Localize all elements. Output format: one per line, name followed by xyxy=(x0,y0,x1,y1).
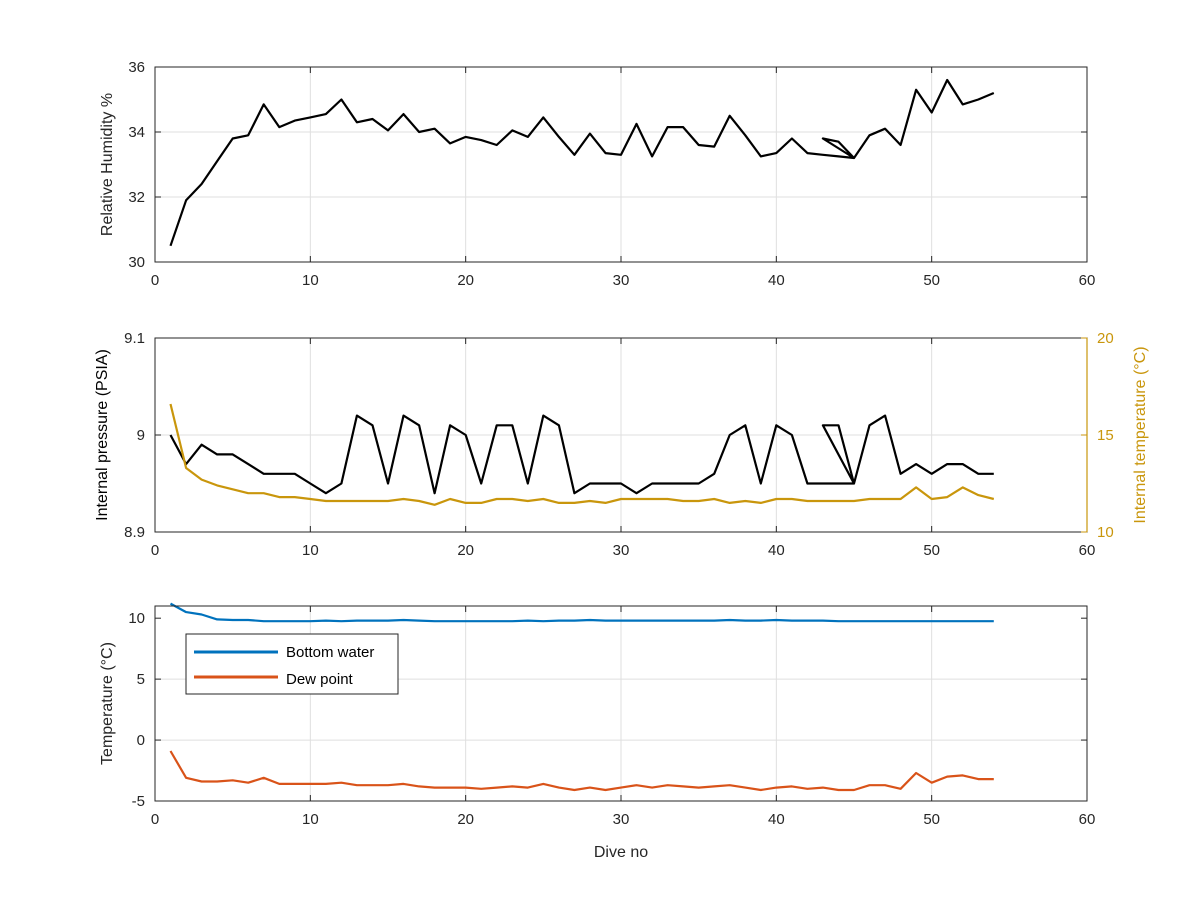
x-tick-label: 10 xyxy=(302,811,319,828)
chart-panel-2: 0 10 20 30 40 50 60 8.9 9 9.1 10 15 20 Internal tempe… xyxy=(94,330,1149,559)
y-tick-label: 10 xyxy=(128,610,145,627)
series-line-1 xyxy=(169,78,995,247)
y-tick-label: 34 xyxy=(128,124,145,141)
x-tick-label: 40 xyxy=(768,811,785,828)
x-tick-label: 30 xyxy=(613,811,630,828)
x-tick-label: 30 xyxy=(613,272,630,289)
x-tick-label: 60 xyxy=(1079,272,1096,289)
x-tick-label: 60 xyxy=(1079,542,1096,559)
chart-panel-1: 0 10 20 30 40 50 60 30 32 34 36 Relative Humidity % xyxy=(99,59,1095,289)
x-tick-label: 20 xyxy=(457,542,474,559)
x-tick-label: 10 xyxy=(302,542,319,559)
y-tick-label: 9.1 xyxy=(124,330,145,347)
y-axis-label: Internal pressure (PSIA) xyxy=(94,349,111,521)
x-tick-label: 0 xyxy=(151,542,159,559)
y2-tick-label: 10 xyxy=(1097,524,1114,541)
x-tick-label: 50 xyxy=(923,542,940,559)
x-tick-label: 40 xyxy=(768,272,785,289)
legend-label-dew-point: Dew point xyxy=(286,671,354,688)
x-tick-label: 40 xyxy=(768,542,785,559)
x-axis-label: Dive no xyxy=(594,844,648,861)
y-tick-label: 0 xyxy=(137,732,145,749)
x-tick-label: 30 xyxy=(613,542,630,559)
x-tick-label: 10 xyxy=(302,272,319,289)
y-tick-label: -5 xyxy=(132,793,145,810)
x-tick-label: 0 xyxy=(151,811,159,828)
x-tick-label: 50 xyxy=(923,272,940,289)
legend-label-bottom-water: Bottom water xyxy=(286,644,374,661)
y-axis-label: Temperature (°C) xyxy=(99,642,116,765)
y2-tick-label: 20 xyxy=(1097,330,1114,347)
x-tick-label: 20 xyxy=(457,272,474,289)
legend: Bottom water Dew point xyxy=(185,633,399,695)
y-tick-label: 5 xyxy=(137,671,145,688)
y-tick-label: 9 xyxy=(137,427,145,444)
y-tick-label: 36 xyxy=(128,59,145,76)
series-line-bottom-water xyxy=(169,602,994,623)
y-tick-label: 30 xyxy=(128,254,145,271)
y-axis-label: Relative Humidity % xyxy=(99,93,116,236)
y2-tick-label: 15 xyxy=(1097,427,1114,444)
x-tick-label: 0 xyxy=(151,272,159,289)
series-line-1 xyxy=(169,414,994,495)
series-line-2 xyxy=(169,403,995,506)
chart-panel-3: 0 10 20 30 40 50 60 -5 0 5 10 Temperature (°C) Dive … xyxy=(99,602,1096,861)
series-line-dew-point xyxy=(169,750,994,792)
x-tick-label: 60 xyxy=(1079,811,1096,828)
y-tick-label: 32 xyxy=(128,189,145,206)
legend-box xyxy=(185,633,399,695)
x-tick-label: 20 xyxy=(457,811,474,828)
x-tick-label: 50 xyxy=(923,811,940,828)
y2-axis-label: Internal temperature (°C) xyxy=(1132,346,1149,523)
y-tick-label: 8.9 xyxy=(124,524,145,541)
